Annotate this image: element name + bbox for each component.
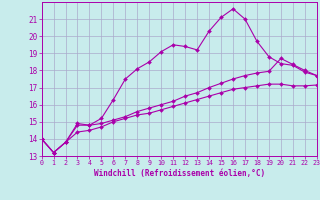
X-axis label: Windchill (Refroidissement éolien,°C): Windchill (Refroidissement éolien,°C) bbox=[94, 169, 265, 178]
